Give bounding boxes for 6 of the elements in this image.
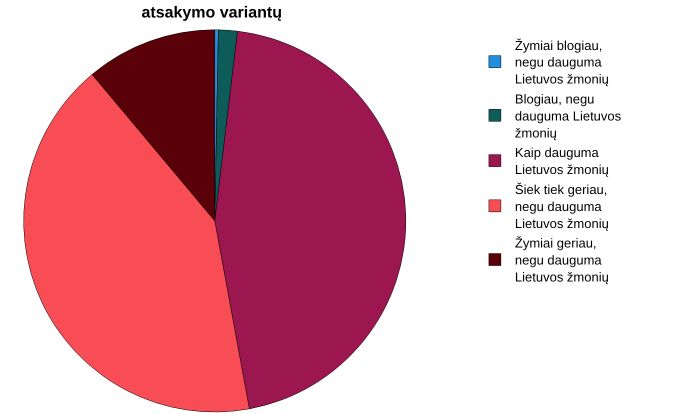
legend-label: Žymiai blogiau, negu dauguma Lietuvos žmonių bbox=[514, 38, 609, 87]
legend-label: Žymiai geriau, negu dauguma Lietuvos žmonių bbox=[514, 236, 609, 285]
legend-label: Blogiau, negu dauguma Lietuvos žmonių bbox=[514, 92, 622, 140]
legend-label: Kaip dauguma Lietuvos žmonių bbox=[514, 145, 609, 178]
legend-label: Šiek tiek geriau, negu dauguma Lietuvos žmonių bbox=[514, 182, 609, 231]
chart-title: atsakymo variantų bbox=[141, 4, 282, 22]
